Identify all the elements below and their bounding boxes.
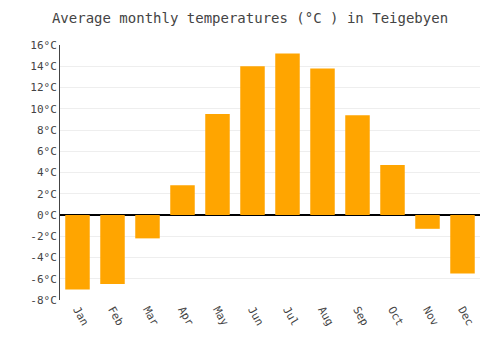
svg-text:Feb: Feb (105, 304, 126, 328)
svg-text:14°C: 14°C (30, 60, 57, 73)
svg-text:Oct: Oct (385, 304, 406, 328)
svg-text:0°C: 0°C (37, 209, 57, 222)
svg-text:2°C: 2°C (37, 188, 57, 201)
svg-text:May: May (210, 304, 231, 328)
svg-text:Aug: Aug (315, 304, 336, 328)
svg-text:Sep: Sep (350, 304, 371, 328)
svg-text:12°C: 12°C (30, 81, 57, 94)
svg-text:-8°C: -8°C (30, 294, 57, 307)
svg-text:Jul: Jul (280, 304, 301, 328)
svg-text:Nov: Nov (420, 304, 441, 328)
svg-text:Jan: Jan (70, 304, 91, 328)
svg-text:Mar: Mar (140, 304, 161, 328)
svg-text:Jun: Jun (245, 304, 266, 328)
svg-text:6°C: 6°C (37, 145, 57, 158)
svg-text:16°C: 16°C (30, 39, 57, 52)
svg-text:-4°C: -4°C (30, 251, 57, 264)
svg-text:8°C: 8°C (37, 124, 57, 137)
svg-text:4°C: 4°C (37, 166, 57, 179)
svg-text:Dec: Dec (455, 304, 476, 328)
svg-text:-6°C: -6°C (30, 273, 57, 286)
svg-text:Average monthly temperatures (: Average monthly temperatures (°C ) in Te… (52, 10, 448, 26)
svg-text:10°C: 10°C (30, 103, 57, 116)
svg-text:Apr: Apr (175, 304, 196, 328)
svg-text:-2°C: -2°C (30, 230, 57, 243)
